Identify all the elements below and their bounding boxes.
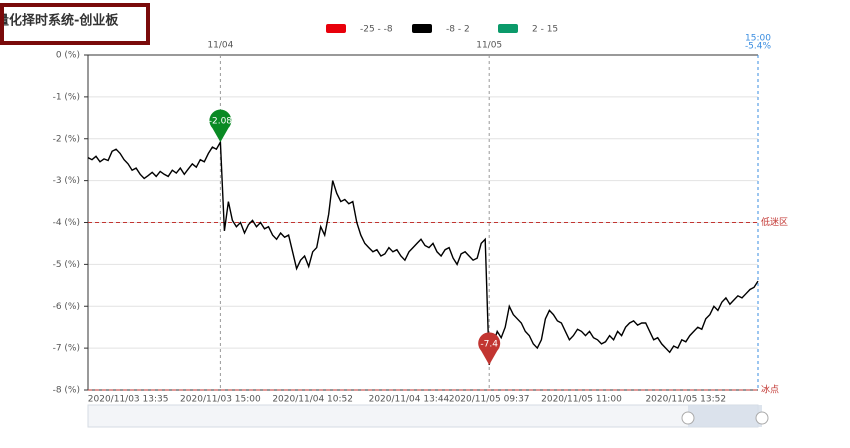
x-tick-label: 2020/11/05 11:00 — [541, 395, 622, 405]
x-tick-label: 2020/11/05 13:52 — [645, 395, 726, 405]
y-tick-label: -5 (%) — [53, 260, 80, 270]
x-tick-label: 2020/11/04 13:44 — [369, 395, 450, 405]
y-tick-label: -2 (%) — [53, 134, 80, 144]
legend-swatch — [326, 24, 346, 33]
x-tick-label: 2020/11/03 13:35 — [88, 395, 169, 405]
y-tick-label: -6 (%) — [53, 302, 80, 312]
pin-label: -2.08 — [209, 117, 233, 127]
x-tick-label: 2020/11/03 15:00 — [180, 395, 261, 405]
legend-label: -8 - 2 — [446, 25, 470, 35]
zoom-handle[interactable] — [681, 411, 695, 425]
zoom-slider[interactable] — [87, 404, 759, 428]
x-tick-label: 2020/11/04 10:52 — [272, 395, 353, 405]
data-line — [87, 139, 759, 366]
y-tick-label: -8 (%) — [53, 386, 80, 396]
x-top-label: 11/04 — [207, 41, 233, 51]
pin-label: -7.4 — [480, 339, 498, 349]
pin — [478, 332, 501, 365]
x-top-label: 11/05 — [476, 41, 502, 51]
chart-title: 量化择时系统-创业板 — [0, 13, 119, 29]
legend-swatch — [412, 24, 432, 33]
legend-label: -25 - -8 — [360, 25, 393, 35]
y-tick-label: -7 (%) — [53, 344, 80, 354]
legend: -25 - -8 -8 - 2 2 - 15 — [326, 24, 558, 35]
title-box — [0, 3, 150, 45]
pin — [209, 109, 232, 143]
y-tick-label: -1 (%) — [53, 92, 80, 102]
mark-line-label: 低迷区 — [761, 216, 788, 228]
latest-value-label: -5.4% — [745, 42, 772, 52]
y-tick-label: -4 (%) — [53, 218, 80, 228]
zoom-handle[interactable] — [755, 411, 769, 425]
mark-line-label: 冰点 — [761, 384, 779, 396]
zoom-window[interactable] — [688, 405, 762, 427]
y-tick-label: -3 (%) — [53, 176, 80, 186]
x-tick-label: 2020/11/05 09:37 — [449, 395, 530, 405]
y-tick-label: 0 (%) — [56, 51, 80, 61]
legend-swatch — [498, 24, 518, 33]
legend-label: 2 - 15 — [532, 25, 558, 35]
x-top-label: 15:00 — [745, 34, 771, 44]
